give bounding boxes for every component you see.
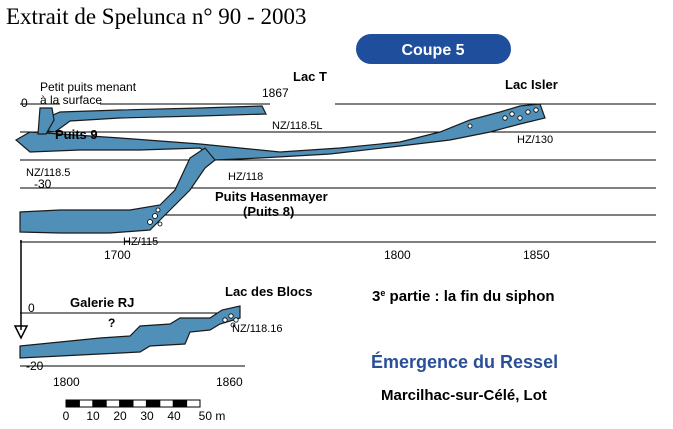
scale-label-50m: 50 m bbox=[199, 409, 226, 423]
nz-118-16-label: NZ/118.16 bbox=[232, 323, 283, 335]
upper-x-tick-1800: 1800 bbox=[384, 248, 411, 262]
lower-x-tick-1800: 1800 bbox=[53, 375, 80, 389]
surface-note-line2: à la surface bbox=[40, 93, 102, 107]
upper-x-tick-1700: 1700 bbox=[104, 248, 131, 262]
galerie-rj-label: Galerie RJ bbox=[70, 295, 134, 310]
partie-caption: 3e partie : la fin du siphon bbox=[372, 288, 555, 305]
source-title: Extrait de Spelunca n° 90 - 2003 bbox=[6, 4, 306, 29]
hz-118-label: HZ/118 bbox=[228, 171, 263, 183]
section-connector-arrow bbox=[13, 325, 29, 340]
nz-118-5l-label: NZ/118.5L bbox=[272, 120, 323, 132]
upper-pebbles bbox=[147, 107, 539, 227]
upper-gallery bbox=[14, 103, 546, 234]
coupe-badge-bg bbox=[356, 34, 511, 64]
scale-bar bbox=[65, 399, 201, 408]
emergence-title: Émergence du Ressel bbox=[371, 351, 558, 372]
upper-grid-lines bbox=[20, 103, 656, 243]
scale-label-20: 20 bbox=[113, 409, 127, 423]
location-label: Marcilhac-sur-Célé, Lot bbox=[381, 387, 547, 404]
lac-t-distance: 1867 bbox=[262, 86, 289, 100]
lower-depth-zero: 0 bbox=[28, 301, 35, 315]
question-mark-label: ? bbox=[108, 316, 115, 330]
coupe-badge-label: Coupe 5 bbox=[401, 42, 464, 59]
lac-t-label: Lac T bbox=[293, 69, 327, 84]
lower-pebbles bbox=[222, 313, 239, 328]
upper-depth-zero: 0 bbox=[21, 96, 28, 110]
puits-hasenmayer-label: Puits Hasenmayer bbox=[215, 189, 328, 204]
puits-8-label: (Puits 8) bbox=[243, 204, 294, 219]
scale-label-40: 40 bbox=[167, 409, 181, 423]
lac-des-blocs-label: Lac des Blocs bbox=[225, 284, 312, 299]
upper-x-tick-1850: 1850 bbox=[523, 248, 550, 262]
lower-grid-lines bbox=[20, 312, 245, 367]
puits-9-label: Puits 9 bbox=[55, 127, 98, 142]
lower-gallery bbox=[19, 305, 241, 359]
hz-130-label: HZ/130 bbox=[517, 134, 553, 146]
scale-label-0: 0 bbox=[63, 409, 70, 423]
upper-depth-minus-30: -30 bbox=[34, 177, 52, 191]
hz-115-label: HZ/115 bbox=[123, 236, 158, 248]
lac-isler-label: Lac Isler bbox=[505, 77, 558, 92]
surface-note-line1: Petit puits menant bbox=[40, 80, 137, 94]
lower-x-tick-1860: 1860 bbox=[216, 375, 243, 389]
scale-label-10: 10 bbox=[86, 409, 100, 423]
nz-118-5-label: NZ/118.5 bbox=[26, 167, 70, 179]
scale-label-30: 30 bbox=[140, 409, 154, 423]
lower-depth-minus-20: -20 bbox=[26, 359, 44, 373]
